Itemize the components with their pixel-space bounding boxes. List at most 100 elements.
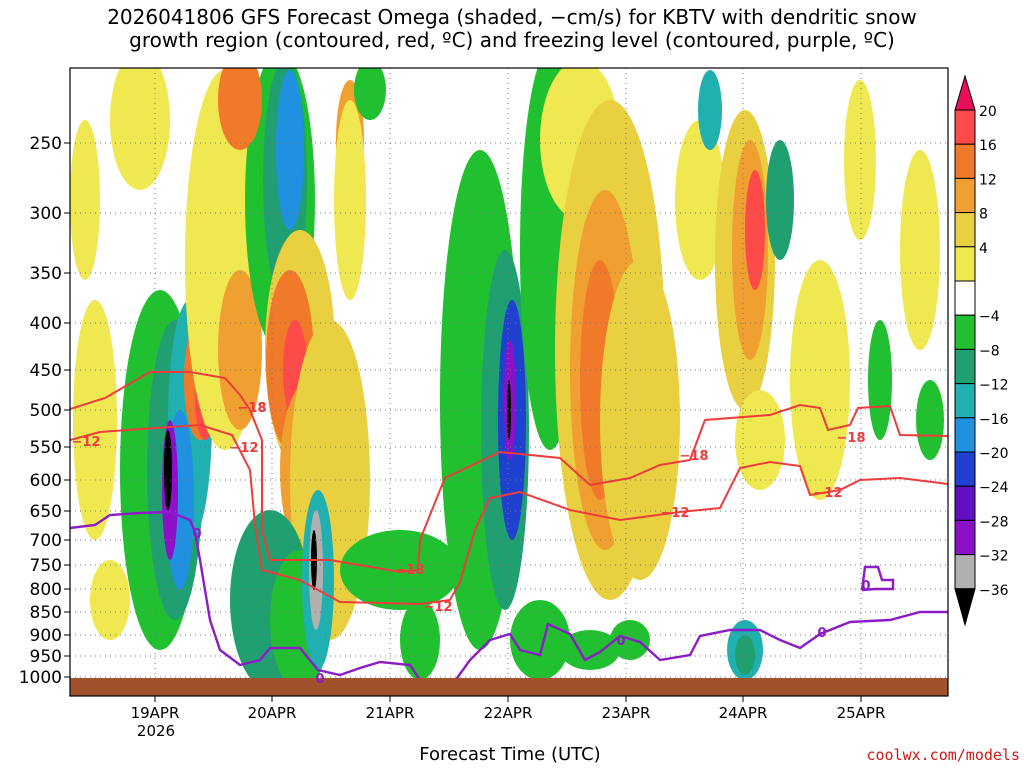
colorbar-label-0: 20 [979, 104, 997, 120]
omega-blob-12 [218, 270, 262, 430]
ground-surface [70, 678, 948, 696]
colorbar-swatch-7 [954, 348, 976, 385]
y-tick-label-11: 800 [30, 580, 62, 600]
colorbar-swatch-5 [954, 280, 976, 316]
omega-blob-8 [164, 430, 172, 510]
colorbar-swatch-0 [954, 109, 976, 145]
colorbar-swatch-3 [954, 212, 976, 248]
y-tick-label-0: 250 [30, 134, 62, 154]
x-tick-label-2: 21APR [366, 704, 415, 722]
omega-blob-34 [507, 380, 511, 440]
colorbar-label-7: −12 [979, 378, 1009, 394]
red-contour-label-8: −18 [238, 401, 267, 416]
y-tick-label-13: 900 [30, 626, 62, 646]
title-line-2: growth region (contoured, red, ºC) and f… [129, 28, 895, 52]
chart-title: 2026041806 GFS Forecast Omega (shaded, −… [0, 6, 1024, 52]
omega-blob-46 [766, 140, 794, 260]
red-contour-label-4: −18 [680, 449, 709, 464]
omega-blob-54 [900, 150, 940, 350]
omega-blob-44 [745, 170, 765, 290]
colorbar-label-2: 12 [979, 172, 997, 188]
colorbar-label-10: −24 [979, 480, 1009, 496]
colorbar-label-13: −36 [979, 583, 1009, 599]
omega-blob-0 [73, 300, 117, 540]
omega-blob-53 [916, 380, 944, 460]
colorbar-swatch-2 [954, 177, 976, 214]
red-contour-1 [70, 423, 948, 606]
purple-contour-label-4: 0 [861, 579, 870, 594]
purple-contour-label-3: 0 [817, 626, 826, 641]
colorbar-swatch-11 [954, 485, 976, 521]
x-axis: 19APR 20APR 21APR 22APR 23APR 24APR 25APR [131, 696, 886, 722]
x-tick-label-4: 23APR [602, 704, 651, 722]
colorbar-swatch-13 [954, 554, 976, 590]
colorbar-top-arrow [954, 74, 976, 111]
purple-contour-0 [70, 510, 421, 681]
red-contour-label-2: −18 [396, 563, 425, 578]
purple-contour-label-1: 0 [315, 672, 324, 687]
y-tick-label-9: 700 [30, 531, 62, 551]
omega-blob-55 [340, 530, 460, 610]
omega-blob-40 [600, 260, 680, 580]
y-tick-label-6: 550 [30, 438, 62, 458]
y-tick-label-7: 600 [30, 471, 62, 491]
y-axis: 250 300 350 400 450 500 550 600 650 700 750 800 850 9… [19, 134, 70, 688]
colorbar-label-3: 8 [979, 207, 988, 223]
omega-blob-28 [354, 68, 386, 120]
omega-shading [70, 68, 944, 690]
purple-contour-label-2: 0 [616, 634, 625, 649]
omega-blob-2 [90, 560, 130, 640]
purple-contour-2 [860, 565, 895, 592]
omega-blob-58 [334, 100, 366, 300]
y-tick-label-3: 400 [30, 314, 62, 334]
x-year-label: 2026 [136, 722, 176, 740]
red-contour-label-3: −12 [230, 441, 259, 456]
omega-blob-1 [70, 120, 100, 280]
omega-blob-52 [868, 320, 892, 440]
colorbar-label-8: −16 [979, 412, 1009, 428]
colorbar-swatch-9 [954, 417, 976, 453]
colorbar-swatch-12 [954, 519, 976, 556]
y-tick-label-14: 950 [30, 647, 62, 667]
colorbar-label-4: 4 [979, 241, 988, 257]
omega-blob-50 [790, 260, 850, 500]
colorbar-swatch-4 [954, 246, 976, 282]
y-tick-label-5: 500 [30, 401, 62, 421]
red-contour-label-1: −12 [72, 435, 101, 450]
colorbar-swatch-8 [954, 383, 976, 419]
y-tick-label-15: 1000 [19, 668, 62, 688]
x-tick-label-6: 25APR [837, 704, 886, 722]
omega-blob-41 [675, 120, 725, 280]
omega-blob-15 [276, 70, 304, 230]
colorbar: 20 16 12 8 4 −4 −8 −12 −16 −20 −24 −28 −32 −36 [954, 74, 1009, 627]
red-contour-label-6: −18 [837, 431, 866, 446]
red-contour-label-7: −12 [661, 506, 690, 521]
colorbar-swatch-1 [954, 143, 976, 179]
colorbar-label-1: 16 [979, 138, 997, 154]
omega-blob-45 [698, 70, 722, 150]
x-tick-label-1: 20APR [248, 704, 297, 722]
red-contour-label-0: −18 [238, 401, 267, 416]
colorbar-swatch-10 [954, 451, 976, 487]
red-contour-label-9: −12 [814, 486, 843, 501]
omega-blob-57 [218, 68, 262, 150]
omega-blob-51 [844, 80, 876, 240]
colorbar-label-11: −28 [979, 514, 1009, 530]
plot-frame [69, 67, 949, 697]
red-contour-0 [70, 371, 948, 574]
x-tick-label-0: 19APR [131, 704, 180, 722]
purple-contour-label-0: 0 [192, 527, 201, 542]
y-tick-label-1: 300 [30, 204, 62, 224]
colorbar-bottom-arrow [954, 588, 976, 627]
x-axis-label: Forecast Time (UTC) [419, 744, 601, 765]
purple-contour-1 [451, 610, 948, 686]
omega-blob-29 [400, 600, 440, 680]
colorbar-label-12: −32 [979, 549, 1009, 565]
colorbar-label-5: −4 [979, 309, 1000, 325]
y-tick-label-10: 750 [30, 556, 62, 576]
contours [70, 371, 948, 686]
y-tick-label-4: 450 [30, 361, 62, 381]
omega-blob-56 [110, 68, 170, 190]
